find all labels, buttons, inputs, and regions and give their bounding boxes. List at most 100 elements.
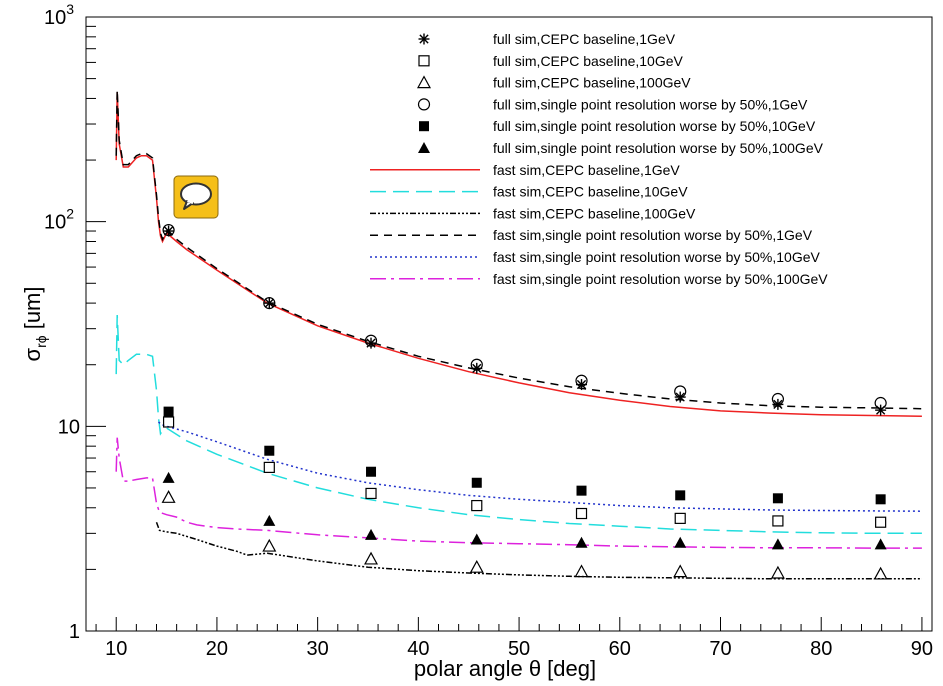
data-point-open-square — [263, 461, 275, 474]
legend-label: fast sim,single point resolution worse b… — [493, 227, 813, 243]
data-point-open-triangle — [770, 565, 785, 579]
data-point-open-triangle — [673, 564, 688, 578]
data-point-open-square — [575, 507, 588, 520]
y-tick-label-base: 10 — [44, 212, 66, 234]
series-line-12 — [115, 437, 922, 549]
series-line-9 — [155, 521, 922, 580]
data-point-open-circle — [771, 392, 785, 406]
legend-entry: fast sim,CEPC baseline,10GeV — [370, 184, 688, 200]
data-point-filled-square — [264, 445, 275, 456]
x-tick-label: 40 — [407, 638, 429, 660]
legend-label: full sim,CEPC baseline,100GeV — [493, 75, 691, 91]
data-point-open-square — [772, 515, 784, 527]
legend-entry: full sim,CEPC baseline,1GeV — [418, 31, 676, 47]
legend-entry: fast sim,single point resolution worse b… — [370, 227, 813, 243]
data-point-open-triangle — [873, 566, 888, 580]
legend-label: full sim,single point resolution worse b… — [493, 118, 816, 134]
legend-entry: fast sim,single point resolution worse b… — [370, 271, 828, 287]
legend-label: full sim,single point resolution worse b… — [493, 96, 808, 112]
data-point-open-square — [471, 499, 483, 512]
data-point-filled-square — [772, 493, 783, 504]
data-point-open-circle — [874, 396, 887, 410]
data-point-open-triangle — [161, 490, 176, 503]
x-axis-label: polar angle θ [deg] — [414, 656, 596, 681]
data-point-open-circle — [162, 223, 175, 237]
series-line-10 — [115, 89, 922, 410]
legend-marker — [418, 142, 430, 153]
data-point-star — [163, 225, 175, 237]
x-tick-label: 80 — [810, 638, 832, 660]
legend-entry: full sim,CEPC baseline,10GeV — [418, 53, 684, 69]
y-tick-label-exponent: 3 — [66, 1, 74, 17]
x-tick-label: 30 — [307, 638, 329, 660]
y-axis-label-unit: [um] — [20, 287, 45, 336]
y-tick-label-base: 1 — [69, 621, 80, 643]
data-point-filled-triangle — [575, 536, 588, 548]
x-tick-label: 20 — [206, 638, 228, 660]
data-point-open-circle — [674, 385, 687, 398]
legend-label: fast sim,CEPC baseline,1GeV — [493, 162, 680, 178]
data-point-filled-square — [675, 490, 686, 501]
legend-entry: fast sim,CEPC baseline,1GeV — [370, 162, 680, 178]
data-point-filled-square — [163, 406, 174, 417]
x-tick-label: 60 — [609, 638, 631, 660]
y-tick-label: 103 — [44, 1, 74, 29]
legend-marker — [418, 55, 430, 67]
legend-entry: full sim,single point resolution worse b… — [419, 118, 816, 134]
data-point-filled-triangle — [162, 471, 175, 483]
x-tick-label: 90 — [911, 638, 933, 660]
series-line-7 — [115, 91, 922, 418]
data-point-open-triangle — [262, 538, 277, 552]
speech-bubble-icon[interactable] — [173, 175, 219, 219]
data-point-open-triangle — [364, 551, 379, 565]
plot-frame — [85, 16, 933, 632]
data-point-open-circle — [575, 374, 588, 387]
legend-label: full sim,single point resolution worse b… — [493, 140, 824, 156]
data-point-open-square — [674, 512, 686, 524]
svg-text:σrϕ [um]: σrϕ [um] — [20, 287, 49, 362]
data-point-filled-square — [471, 477, 482, 488]
legend-entry: full sim,single point resolution worse b… — [418, 140, 824, 156]
data-point-filled-square — [875, 494, 886, 505]
data-point-open-square — [365, 487, 377, 500]
data-point-filled-triangle — [470, 533, 483, 545]
data-point-filled-square — [576, 485, 587, 496]
data-point-filled-triangle — [263, 514, 276, 526]
x-tick-label: 10 — [105, 638, 127, 660]
legend-label: full sim,CEPC baseline,10GeV — [493, 53, 684, 69]
y-tick-label: 102 — [44, 206, 74, 234]
data-point-open-square — [162, 416, 175, 428]
data-point-filled-triangle — [365, 528, 378, 540]
legend-entry: full sim,single point resolution worse b… — [417, 96, 808, 112]
data-point-filled-triangle — [771, 538, 784, 550]
legend-label: full sim,CEPC baseline,1GeV — [493, 31, 676, 47]
data-point-filled-triangle — [874, 538, 887, 550]
legend-label: fast sim,CEPC baseline,100GeV — [493, 205, 696, 221]
y-tick-label-base: 10 — [58, 416, 80, 438]
data-point-open-circle — [470, 358, 483, 371]
legend-entry: full sim,CEPC baseline,100GeV — [416, 75, 691, 91]
x-tick-label: 50 — [508, 638, 530, 660]
y-axis-label-subscript: rϕ — [33, 335, 49, 348]
data-point-open-circle — [364, 334, 378, 347]
data-point-star — [365, 337, 377, 349]
data-point-open-triangle — [574, 564, 589, 578]
series-line-11 — [158, 421, 922, 512]
y-axis-label-symbol: σ — [20, 348, 45, 362]
data-point-filled-triangle — [674, 536, 687, 548]
series-line-8 — [115, 314, 922, 535]
series-layer — [115, 89, 922, 580]
legend: full sim,CEPC baseline,1GeV full sim,CEPC… — [370, 31, 828, 287]
y-tick-label: 10 — [58, 416, 80, 438]
legend-marker — [419, 121, 429, 132]
legend-entry: fast sim,single point resolution worse b… — [370, 249, 820, 265]
legend-label: fast sim,single point resolution worse b… — [493, 249, 820, 265]
data-point-filled-square — [366, 466, 377, 477]
legend-label: fast sim,single point resolution worse b… — [493, 271, 828, 287]
y-tick-label: 1 — [69, 621, 80, 643]
y-tick-label-base: 10 — [44, 7, 66, 29]
data-point-open-triangle — [469, 559, 484, 573]
legend-marker — [416, 75, 432, 89]
